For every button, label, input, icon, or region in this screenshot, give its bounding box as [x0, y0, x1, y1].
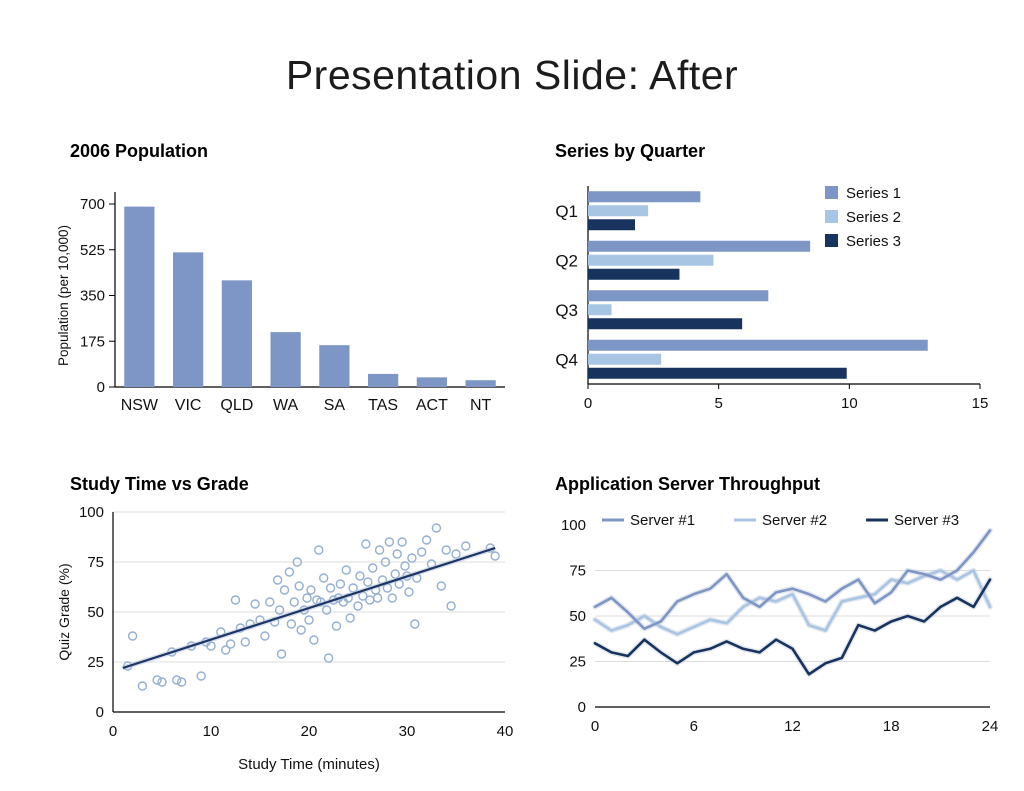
svg-text:Series 3: Series 3	[846, 233, 901, 250]
server-throughput-line-chart: 0 25 50 75 100 0 6 12 18 24 Server #1 Server #2 Serv…	[561, 512, 999, 735]
svg-text:50: 50	[569, 608, 586, 625]
svg-text:50: 50	[87, 604, 104, 621]
svg-text:30: 30	[399, 723, 416, 740]
svg-text:18: 18	[883, 718, 900, 735]
svg-text:NT: NT	[470, 397, 492, 414]
quarterly-series-bar-chart: 0 5 10 15 Q1 Q2 Q3 Q4 Series 1 Series 2 Series 3	[555, 185, 989, 412]
study-time-scatter-chart: 0 25 50 75 100 0 10 20 30 40 Study Time (minutes) Q…	[56, 504, 514, 773]
svg-text:6: 6	[690, 718, 698, 735]
svg-text:0: 0	[97, 379, 105, 396]
svg-text:525: 525	[80, 242, 105, 259]
svg-text:WA: WA	[273, 397, 299, 414]
svg-text:100: 100	[561, 517, 586, 534]
svg-text:700: 700	[80, 196, 105, 213]
svg-text:Q2: Q2	[555, 251, 578, 270]
svg-text:15: 15	[972, 395, 989, 412]
svg-text:SA: SA	[324, 397, 346, 414]
svg-text:Server #1: Server #1	[630, 512, 695, 529]
chart-title-throughput: Application Server Throughput	[555, 474, 821, 494]
svg-text:Q1: Q1	[555, 202, 578, 221]
svg-text:5: 5	[714, 395, 722, 412]
svg-text:10: 10	[203, 723, 220, 740]
svg-text:0: 0	[591, 718, 599, 735]
svg-text:Server #3: Server #3	[894, 512, 959, 529]
svg-text:175: 175	[80, 333, 105, 350]
svg-text:20: 20	[301, 723, 318, 740]
svg-text:24: 24	[982, 718, 999, 735]
svg-text:0: 0	[584, 395, 592, 412]
svg-text:10: 10	[841, 395, 858, 412]
svg-text:12: 12	[784, 718, 801, 735]
svg-text:QLD: QLD	[220, 397, 253, 414]
svg-text:Population (per 10,000): Population (per 10,000)	[56, 225, 71, 366]
slide-title: Presentation Slide: After	[285, 52, 739, 98]
svg-text:ACT: ACT	[416, 397, 448, 414]
svg-text:Series 1: Series 1	[846, 185, 901, 202]
svg-text:Server #2: Server #2	[762, 512, 827, 529]
svg-text:Q3: Q3	[555, 301, 578, 320]
svg-text:0: 0	[109, 723, 117, 740]
population-bar-chart: 0 175 350 525 700 NSW VIC QLD WA SA TAS ACT NT Popula…	[56, 192, 505, 414]
svg-text:TAS: TAS	[368, 397, 398, 414]
svg-text:0: 0	[578, 699, 586, 716]
svg-text:25: 25	[87, 654, 104, 671]
svg-text:350: 350	[80, 288, 105, 305]
svg-text:75: 75	[87, 554, 104, 571]
svg-text:Study Time (minutes): Study Time (minutes)	[238, 756, 380, 773]
svg-text:40: 40	[497, 723, 514, 740]
svg-text:0: 0	[96, 704, 104, 721]
svg-text:100: 100	[79, 504, 104, 521]
svg-text:25: 25	[569, 654, 586, 671]
svg-text:Quiz Grade (%): Quiz Grade (%)	[56, 563, 72, 660]
chart-title-scatter: Study Time vs Grade	[70, 474, 249, 494]
chart-title-quarters: Series by Quarter	[555, 141, 706, 161]
svg-text:VIC: VIC	[175, 397, 202, 414]
chart-title-population: 2006 Population	[70, 141, 209, 161]
svg-text:Q4: Q4	[555, 350, 578, 369]
svg-text:NSW: NSW	[121, 397, 159, 414]
svg-text:75: 75	[569, 563, 586, 580]
svg-text:Series 2: Series 2	[846, 209, 901, 226]
